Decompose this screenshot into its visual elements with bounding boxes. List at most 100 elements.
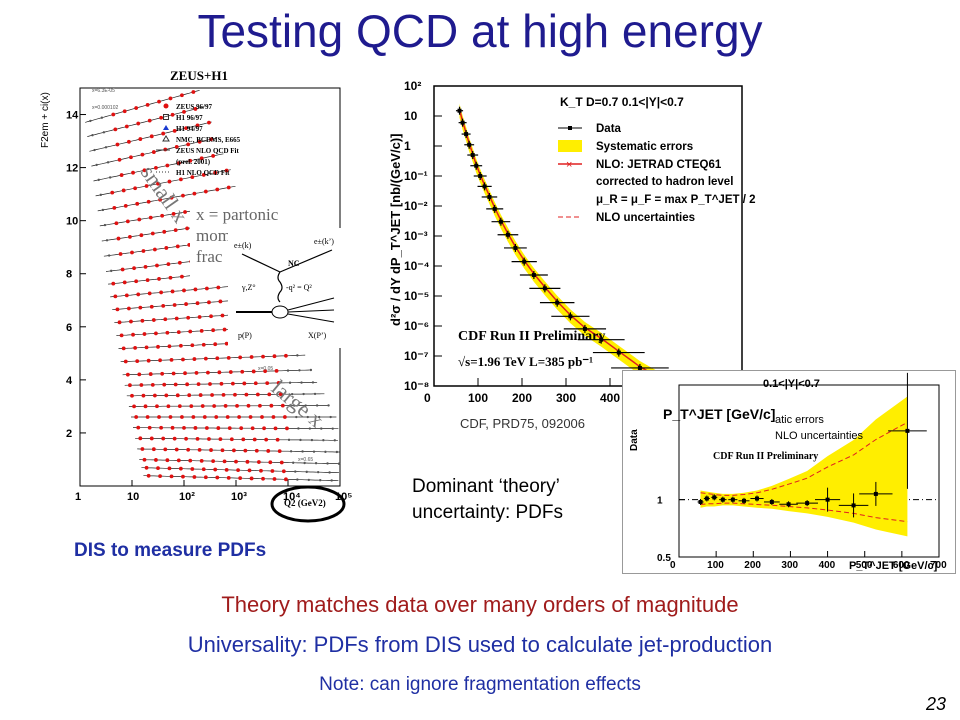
dis-data-point: [161, 303, 166, 308]
dis-data-point: [116, 236, 121, 241]
dis-data-point: [268, 460, 273, 465]
dis-fit-curve: [133, 427, 339, 430]
dis-x-tick-label: 10²: [179, 491, 195, 503]
dis-data-point: [266, 449, 271, 453]
cdf-data-point: [522, 259, 527, 264]
dis-data-point: [173, 382, 178, 387]
dis-data-point: [184, 436, 188, 441]
dis-data-point: [222, 327, 227, 332]
dis-data-point: [145, 415, 150, 419]
dominant-line-1: Dominant ‘theory’: [412, 476, 560, 497]
ratio-data-point: [769, 499, 774, 504]
cdf-data-point: [599, 337, 604, 342]
dis-data-point: [240, 369, 245, 374]
dis-data-point: [305, 470, 308, 474]
cdf-y-tick-label: 10²: [404, 79, 421, 93]
dis-data-point: [272, 354, 277, 359]
cdf-run-label: CDF Run II Preliminary: [458, 329, 605, 344]
dis-data-point: [138, 436, 143, 441]
x-second-label: x=0.000102: [92, 105, 118, 111]
dis-data-point: [184, 126, 188, 130]
cdf-data-point: [616, 350, 621, 355]
dis-data-point: [151, 318, 156, 322]
ratio-systematic-band: [700, 396, 908, 537]
dis-data-point: [293, 404, 296, 407]
dis-data-point: [149, 134, 154, 139]
dis-data-point: [296, 354, 299, 357]
dis-data-point: [213, 170, 218, 175]
dis-data-point: [250, 426, 255, 431]
dis-data-point: [319, 478, 322, 482]
cdf-data-point: [492, 206, 497, 211]
dis-data-point: [215, 475, 220, 480]
dis-data-point: [327, 404, 330, 407]
dis-data-point: [112, 206, 117, 210]
dis-data-point: [154, 166, 158, 170]
dis-data-point: [115, 307, 120, 312]
dis-data-point: [278, 392, 283, 397]
dis-legend-entry: NMC, BCDMS, E665: [176, 136, 241, 144]
dis-data-point: [171, 211, 176, 216]
dis-data-point: [181, 193, 185, 198]
dis-data-point: [232, 448, 236, 453]
dis-data-point: [93, 148, 96, 152]
cdf-legend-entry: Systematic errors: [596, 141, 693, 153]
ratio-data-point: [712, 495, 717, 500]
dis-data-point: [242, 381, 247, 386]
dis-data-point: [117, 320, 122, 325]
dis-fit-curve: [139, 459, 340, 465]
dis-data-point: [222, 459, 227, 464]
dis-data-point: [128, 383, 132, 388]
cdf-legend-marker-cross: ×: [566, 159, 572, 171]
dis-data-point: [219, 381, 224, 386]
dis-data-point: [298, 369, 301, 372]
dis-data-point: [167, 344, 172, 349]
dis-x-axis-label: Q2 (GeV2): [284, 498, 326, 508]
dis-data-point: [199, 458, 204, 463]
dominant-line-2: uncertainty: PDFs: [412, 502, 563, 523]
dis-data-point: [175, 244, 180, 249]
x-mid-label: x=0.05: [258, 366, 273, 372]
ratio-data-point: [825, 497, 830, 502]
dis-data-point: [188, 458, 193, 463]
dis-data-point: [149, 436, 154, 441]
dis-fit-curve: [137, 448, 340, 453]
ratio-x-tick-label: 200: [744, 560, 761, 571]
dis-data-point: [165, 163, 170, 168]
ratio-legend-fragment-2: NLO uncertainties: [775, 430, 864, 442]
dis-data-point: [288, 381, 292, 384]
cdf-chart-panel: d²σ / dY dP_T^JET [nb/(GeV/c)] 0 100 200 30…: [382, 76, 766, 412]
dis-data-point: [133, 345, 138, 350]
dis-data-point: [216, 285, 221, 290]
dis-data-point: [181, 474, 185, 479]
cdf-legend-marker-band: [558, 140, 582, 152]
dis-data-point: [213, 467, 218, 472]
dis-data-point: [155, 404, 159, 409]
dis-data-point: [129, 319, 133, 324]
dominant-uncertainty-text: Dominant ‘theory’ uncertainty: PDFs: [412, 474, 563, 526]
dis-data-point: [170, 112, 175, 117]
dis-data-point: [241, 437, 246, 442]
dis-data-point: [284, 353, 288, 358]
dis-data-point: [197, 139, 202, 144]
dis-data-point: [218, 299, 223, 304]
ratio-x-tick-label: 400: [819, 560, 836, 571]
ratio-data-point: [905, 428, 910, 433]
dis-data-point: [248, 415, 253, 419]
cdf-legend-entry: NLO: JETRAD CTEQ61: [596, 159, 722, 171]
cdf-data-point: [460, 120, 465, 125]
dis-data-point: [159, 425, 164, 430]
ratio-x-tick-label: 300: [781, 560, 798, 571]
dis-data-point: [143, 404, 148, 409]
dis-data-point: [146, 358, 151, 363]
dis-data-point: [89, 119, 92, 123]
dis-data-point: [186, 142, 191, 147]
dis-data-point: [156, 466, 160, 470]
dis-data-point: [117, 157, 122, 162]
dis-data-point: [258, 403, 262, 408]
dis-data-point: [134, 106, 139, 110]
dis-fit-curve: [128, 405, 330, 407]
dis-data-point: [296, 478, 299, 481]
dis-data-point: [196, 382, 201, 387]
dis-data-point: [301, 450, 304, 453]
